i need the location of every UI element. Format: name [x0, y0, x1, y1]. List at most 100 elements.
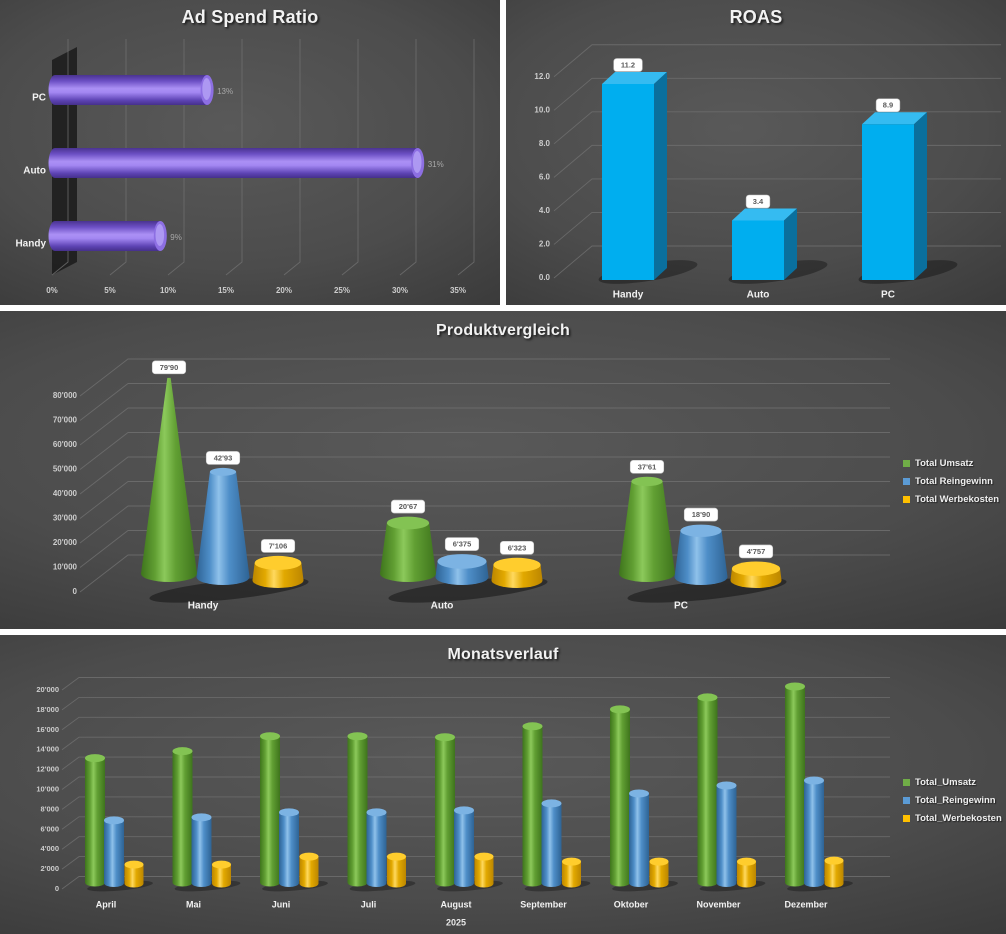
y-tick-label: 10.0 [534, 105, 550, 114]
y-tick-label: 0 [55, 884, 59, 893]
cylinder-top [697, 693, 718, 702]
bar-pc [862, 124, 914, 280]
cone-body-auto [380, 522, 436, 574]
gridline [341, 39, 359, 276]
category-label: Dezember [784, 899, 828, 909]
data-label: 3.4 [753, 197, 764, 206]
gridline [79, 432, 890, 470]
chart-panel-produktvergleich[interactable]: Produktvergleich 0 10'000 20'000 30'000 40'0… [0, 311, 1006, 629]
cone-body-pc [674, 530, 728, 578]
cylinder-body [124, 864, 144, 884]
legend-label: Total_Umsatz [915, 777, 977, 788]
category-label: Handy [188, 601, 219, 612]
cylinder-body [85, 758, 105, 883]
bar-side-face [914, 112, 927, 280]
gridline [283, 39, 301, 276]
chart-panel-roas[interactable]: ROAS 0.0 2.0 4.0 6.0 8.0 10.0 12.0 11.2 Handy 3.4… [506, 0, 1006, 305]
cylinder-body [716, 785, 737, 883]
y-tick-label: 80'000 [53, 391, 78, 400]
x-tick-label: 25% [334, 286, 350, 295]
data-label: 13% [217, 87, 233, 96]
cylinder-top [172, 747, 193, 756]
y-tick-label: 8'000 [41, 804, 59, 813]
cylinder-top [824, 856, 844, 865]
cone-top [209, 467, 237, 476]
y-tick-label: 0 [73, 587, 78, 596]
gridline [553, 44, 1001, 78]
data-label-box [151, 360, 187, 375]
gridline [457, 39, 475, 276]
legend-swatch-total-werbekosten [903, 496, 910, 503]
chart-panel-monatsverlauf[interactable]: Monatsverlauf 0 2'000 4'000 6'000 8'000 10'00… [0, 635, 1006, 934]
legend-label: Total Werbekosten [915, 494, 1000, 505]
chart-panel-ad-spend-ratio[interactable]: Ad Spend Ratio 0% 5% 10% 15% 20% 25% 30% 35% 13%… [0, 0, 500, 305]
y-tick-label: 12'000 [36, 765, 59, 774]
cylinder-body [347, 736, 368, 883]
y-tick-label: 18'000 [36, 705, 59, 714]
bar-handy [602, 84, 654, 280]
ad-spend-ratio-plot-area: 0% 5% 10% 15% 20% 25% 30% 35% 13% PC 31% Auto 9% Hand… [15, 39, 475, 295]
data-label: 20'67 [399, 502, 417, 511]
bar-auto [732, 220, 784, 280]
cylinder-body [435, 737, 455, 883]
data-label: 7'106 [269, 541, 287, 550]
cylinder-body [212, 864, 231, 884]
cylinder-top [649, 857, 669, 866]
cone-body-handy [196, 471, 250, 578]
cylinder-body [824, 860, 844, 884]
cylinder-body [541, 803, 562, 883]
category-label: PC [881, 290, 895, 301]
cylinder-body [649, 861, 669, 884]
bar-side-face [654, 72, 667, 280]
x-axis-year-label: 2025 [446, 917, 466, 927]
data-label-box [875, 98, 901, 113]
data-label-box [629, 459, 665, 474]
gridline [61, 716, 890, 731]
y-tick-label: 20'000 [53, 538, 78, 547]
y-tick-label: 70'000 [53, 416, 78, 425]
gridline [79, 505, 890, 544]
gridline [79, 407, 890, 446]
legend-label: Total Reingewinn [915, 476, 993, 487]
cone-top [386, 516, 430, 530]
y-tick-label: 6'000 [41, 824, 59, 833]
cylinder-top [629, 789, 649, 798]
cylinder-body [299, 856, 319, 884]
cylinder-body [366, 812, 387, 883]
y-tick-label: 8.0 [539, 139, 551, 148]
legend-item: Total Werbekosten [903, 494, 999, 505]
category-label: September [520, 899, 567, 909]
bar-top-face [602, 72, 667, 84]
category-label: Oktober [614, 899, 649, 909]
data-label-box [260, 539, 296, 553]
gridline [79, 383, 890, 421]
data-label: 4'757 [747, 547, 765, 556]
cylinder-body [629, 793, 649, 883]
legend-item: Total_Umsatz [903, 777, 1002, 788]
legend-swatch-total-reingewinn [903, 478, 910, 485]
bar-top-face [862, 112, 927, 125]
cylinder-top [785, 682, 805, 691]
cylinder-top [279, 808, 299, 817]
chart-title: Monatsverlauf [447, 646, 559, 663]
cone-top [437, 554, 487, 569]
gridline [109, 39, 127, 276]
gridline [79, 481, 890, 519]
gridline [553, 77, 1001, 111]
bar-auto [55, 148, 418, 178]
data-label: 6'375 [453, 540, 471, 549]
gridline [167, 39, 185, 276]
cone-top [254, 555, 302, 570]
cone-top [680, 524, 722, 537]
bar-end-cap-highlight [412, 151, 422, 173]
category-label: Mai [186, 899, 201, 909]
cylinder-body [387, 856, 406, 884]
y-tick-label: 6.0 [539, 172, 551, 181]
y-tick-label: 30'000 [53, 514, 78, 523]
bar-handy [55, 221, 161, 251]
gridline [225, 39, 243, 276]
cone-body-handy [141, 377, 197, 574]
cylinder-top [387, 852, 406, 861]
category-label: Juni [272, 899, 291, 909]
data-label: 8.9 [883, 101, 893, 110]
